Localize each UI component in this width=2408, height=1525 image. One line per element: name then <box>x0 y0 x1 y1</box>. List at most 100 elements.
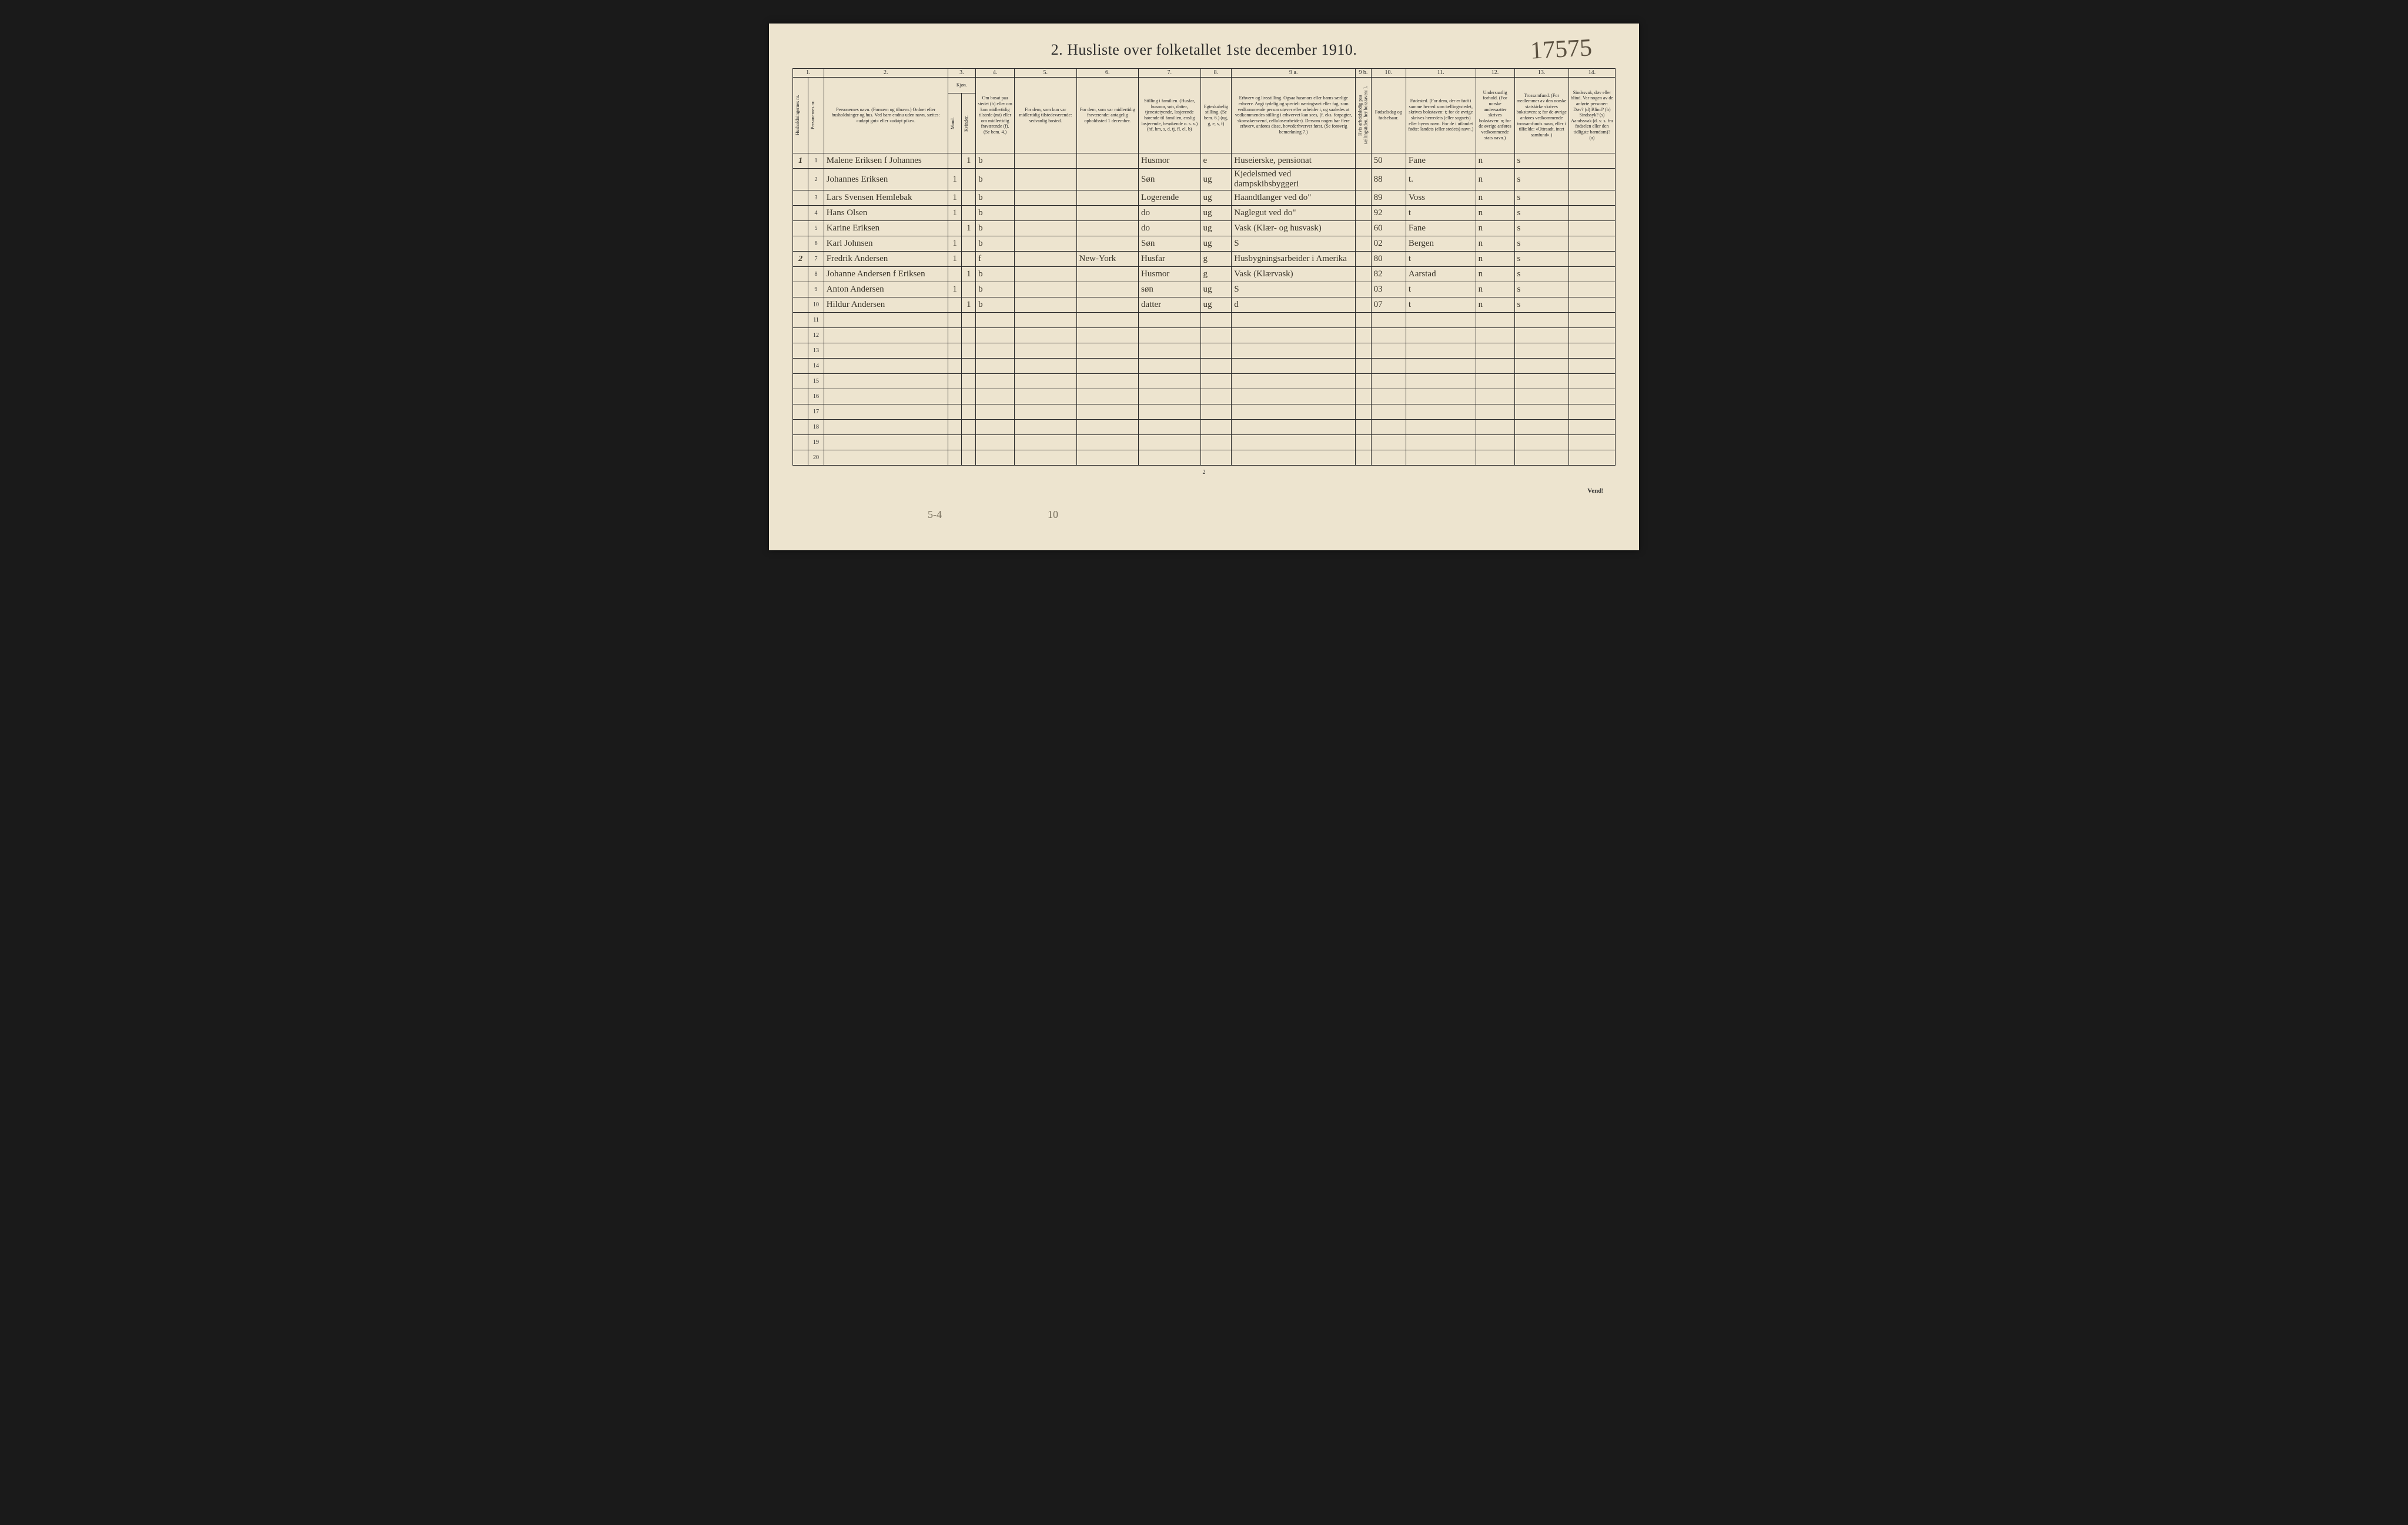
cell-eg: ug <box>1200 236 1232 252</box>
cell-empty <box>1139 343 1200 359</box>
cell-tro: s <box>1514 190 1568 206</box>
cell-empty <box>1076 343 1138 359</box>
cell-empty <box>1232 404 1356 420</box>
cell-empty <box>1200 359 1232 374</box>
cell-fdag: 92 <box>1371 206 1406 221</box>
col-number: 8. <box>1200 69 1232 78</box>
table-row-empty: 14 <box>793 359 1616 374</box>
cell-empty <box>962 313 976 328</box>
cell-empty: 19 <box>808 435 824 450</box>
cell-fr <box>1076 267 1138 282</box>
cell-empty <box>1476 435 1514 450</box>
table-row: 2Johannes Eriksen1bSønugKjedelsmed ved d… <box>793 169 1616 190</box>
cell-res: f <box>976 252 1015 267</box>
hdr-temp-absent: For dem, som var midlertidig fraværende:… <box>1076 78 1138 153</box>
table-row-empty: 18 <box>793 420 1616 435</box>
cell-empty <box>824 435 948 450</box>
cell-res: b <box>976 206 1015 221</box>
column-number-row: 1.2.3.4.5.6.7.8.9 a.9 b.10.11.12.13.14. <box>793 69 1616 78</box>
cell-empty <box>824 359 948 374</box>
cell-empty <box>1232 359 1356 374</box>
cell-empty <box>793 328 808 343</box>
cell-empty <box>824 374 948 389</box>
table-row-empty: 13 <box>793 343 1616 359</box>
cell-name: Fredrik Andersen <box>824 252 948 267</box>
cell-eg: g <box>1200 252 1232 267</box>
cell-fsted: t <box>1406 282 1476 297</box>
cell-m <box>948 267 962 282</box>
cell-empty <box>976 420 1015 435</box>
cell-nat: n <box>1476 221 1514 236</box>
cell-empty <box>1200 435 1232 450</box>
cell-sd <box>1568 282 1615 297</box>
cell-tro: s <box>1514 153 1568 169</box>
census-table: 1.2.3.4.5.6.7.8.9 a.9 b.10.11.12.13.14. … <box>792 68 1616 466</box>
cell-fsted: Fane <box>1406 221 1476 236</box>
cell-empty <box>1406 450 1476 466</box>
cell-al <box>1356 252 1371 267</box>
cell-pn: 8 <box>808 267 824 282</box>
cell-empty <box>1200 404 1232 420</box>
cell-fam: Logerende <box>1139 190 1200 206</box>
cell-empty <box>1406 389 1476 404</box>
cell-empty <box>1356 404 1371 420</box>
cell-empty <box>962 435 976 450</box>
cell-empty <box>1514 420 1568 435</box>
hdr-household-nr: Husholdningernes nr. <box>795 80 801 151</box>
cell-empty <box>1476 313 1514 328</box>
hdr-male: Mand. <box>950 106 956 141</box>
cell-empty: 18 <box>808 420 824 435</box>
cell-fam: do <box>1139 221 1200 236</box>
cell-empty <box>1356 359 1371 374</box>
cell-pn: 9 <box>808 282 824 297</box>
cell-res: b <box>976 221 1015 236</box>
cell-name: Anton Andersen <box>824 282 948 297</box>
cell-empty <box>793 374 808 389</box>
cell-k <box>962 206 976 221</box>
cell-fsted: Aarstad <box>1406 267 1476 282</box>
cell-empty <box>1356 420 1371 435</box>
cell-empty <box>1371 389 1406 404</box>
cell-name: Hans Olsen <box>824 206 948 221</box>
cell-empty <box>948 420 962 435</box>
cell-empty <box>1514 343 1568 359</box>
cell-empty: 11 <box>808 313 824 328</box>
hdr-birthdate: Fødselsdag og fødselsaar. <box>1371 78 1406 153</box>
cell-k <box>962 169 976 190</box>
cell-empty <box>1476 374 1514 389</box>
cell-erhv: Husbygningsarbeider i Amerika <box>1232 252 1356 267</box>
cell-empty <box>948 328 962 343</box>
cell-hh: 2 <box>793 252 808 267</box>
cell-empty <box>824 343 948 359</box>
cell-m: 1 <box>948 169 962 190</box>
cell-empty <box>1568 374 1615 389</box>
cell-empty <box>1514 313 1568 328</box>
cell-empty <box>1371 359 1406 374</box>
cell-eg: ug <box>1200 206 1232 221</box>
cell-fam: Husmor <box>1139 267 1200 282</box>
cell-erhv: Naglegut ved do" <box>1232 206 1356 221</box>
cell-k: 1 <box>962 267 976 282</box>
cell-empty <box>1406 359 1476 374</box>
cell-fsted: Fane <box>1406 153 1476 169</box>
cell-fr: New-York <box>1076 252 1138 267</box>
cell-nat: n <box>1476 206 1514 221</box>
cell-empty <box>1015 328 1076 343</box>
cell-empty <box>1406 313 1476 328</box>
cell-nat: n <box>1476 169 1514 190</box>
cell-sd <box>1568 236 1615 252</box>
cell-empty <box>1371 450 1406 466</box>
cell-empty <box>1371 435 1406 450</box>
cell-eg: ug <box>1200 221 1232 236</box>
cell-empty <box>1476 404 1514 420</box>
cell-empty <box>1568 420 1615 435</box>
cell-empty <box>948 435 962 450</box>
cell-pn: 5 <box>808 221 824 236</box>
cell-mt <box>1015 297 1076 313</box>
cell-empty <box>976 389 1015 404</box>
cell-hh <box>793 267 808 282</box>
cell-fdag: 88 <box>1371 169 1406 190</box>
cell-pn: 4 <box>808 206 824 221</box>
col-number: 11. <box>1406 69 1476 78</box>
cell-mt <box>1015 252 1076 267</box>
